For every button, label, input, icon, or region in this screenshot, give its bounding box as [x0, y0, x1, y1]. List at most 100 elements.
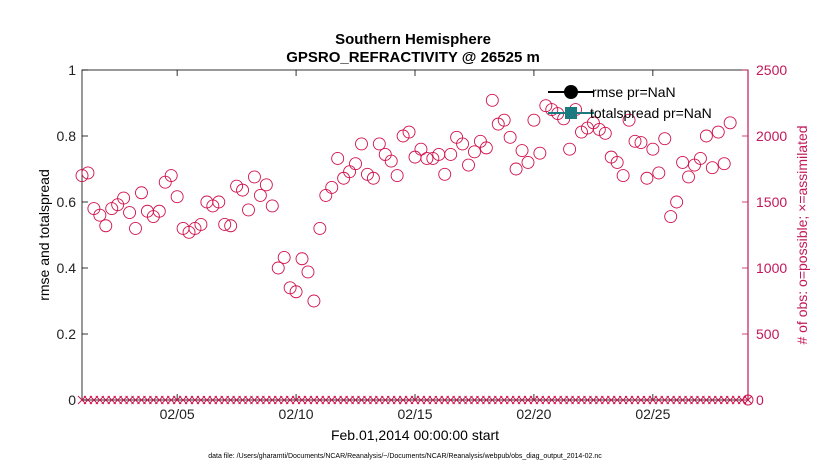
y-tick-label: 0.4: [57, 260, 77, 276]
obs-possible-point: [242, 203, 255, 217]
obs-possible-point: [693, 151, 707, 165]
obs-possible-point: [468, 145, 481, 159]
obs-possible-point: [717, 157, 731, 171]
obs-possible-point: [610, 155, 624, 169]
obs-possible-point: [277, 250, 291, 264]
obs-possible-point: [164, 169, 178, 183]
obs-possible-point: [99, 219, 113, 233]
obs-possible-point: [509, 162, 523, 176]
obs-possible-point: [527, 113, 541, 127]
obs-possible-point: [212, 195, 226, 209]
obs-possible-point: [634, 136, 648, 150]
obs-possible-point: [652, 166, 666, 180]
obs-possible-point: [152, 204, 166, 218]
y-tick-label: 0.8: [57, 128, 77, 144]
obs-possible-point: [372, 137, 386, 151]
obs-possible-point: [414, 142, 428, 156]
obs-possible-point: [307, 294, 321, 308]
y-right-tick-label: 0: [756, 392, 764, 408]
obs-possible-point: [563, 142, 577, 156]
obs-assimilated-point: [743, 395, 753, 405]
obs-possible-point: [236, 183, 250, 197]
obs-possible-point: [271, 261, 285, 275]
obs-possible-point: [723, 116, 737, 130]
y-tick-label: 0.6: [57, 194, 77, 210]
obs-possible-point: [265, 199, 279, 213]
obs-possible-point: [616, 169, 630, 183]
obs-possible-point: [259, 178, 273, 192]
obs-possible-point: [503, 130, 517, 144]
data-points: [75, 93, 737, 308]
x-tick-label: 02/15: [397, 406, 432, 422]
obs-possible-point: [218, 217, 232, 231]
legend-spread-marker: [565, 107, 577, 119]
x-tick-label: 02/05: [160, 406, 195, 422]
obs-possible-point: [123, 206, 137, 220]
y-tick-label: 0.2: [57, 326, 77, 342]
chart-subtitle: GPSRO_REFRACTIVITY @ 26525 m: [286, 49, 540, 66]
obs-possible-point: [75, 169, 89, 183]
obs-possible-point: [658, 132, 672, 146]
obs-possible-point: [366, 171, 380, 185]
obs-possible-point: [711, 125, 725, 139]
obs-possible-point: [497, 113, 511, 127]
y-tick-label: 1: [68, 62, 76, 78]
obs-possible-point: [676, 155, 690, 169]
legend: rmse pr=NaN totalspread pr=NaN: [548, 84, 712, 121]
y-right-tick-label: 2000: [756, 128, 787, 144]
y-right-tick-label: 1500: [756, 194, 787, 210]
obs-possible-point: [515, 144, 529, 157]
plot-area: [81, 69, 749, 401]
obs-possible-point: [628, 134, 642, 148]
obs-possible-point: [444, 148, 458, 161]
obs-possible-point: [224, 219, 238, 233]
obs-possible-point: [646, 142, 660, 156]
assimilated-markers: [77, 394, 754, 406]
chart-title: Southern Hemisphere: [335, 31, 491, 48]
obs-possible-point: [194, 217, 208, 231]
y-axis-label-right: # of obs: o=possible; ×=assimilated: [794, 125, 810, 344]
obs-possible-point: [479, 141, 493, 155]
obs-possible-point: [349, 157, 362, 171]
obs-possible-point: [247, 170, 261, 184]
x-tick-label: 02/10: [279, 406, 314, 422]
obs-possible-point: [129, 221, 142, 235]
obs-possible-point: [289, 285, 303, 299]
data-file-footer: data file: /Users/gharamti/Documents/NCA…: [208, 453, 602, 460]
obs-possible-point: [295, 252, 309, 266]
x-tick-label: 02/25: [635, 406, 670, 422]
left-axis: 0 0.2 0.4 0.6 0.8 1: [57, 62, 88, 408]
obs-possible-point: [81, 166, 95, 180]
obs-possible-point: [253, 188, 267, 202]
obs-possible-point: [331, 151, 345, 165]
obs-possible-point: [420, 151, 434, 165]
obs-possible-point: [640, 171, 654, 185]
x-axis-label: Feb.01,2014 00:00:00 start: [331, 427, 499, 443]
right-axis: 0 500 1000 1500 2000 2500: [742, 62, 787, 408]
y-tick-label: 0: [68, 392, 76, 408]
obs-possible-point: [135, 186, 148, 200]
obs-possible-point: [117, 191, 131, 205]
obs-possible-point: [325, 181, 339, 194]
obs-possible-point: [682, 170, 695, 184]
legend-spread-label: totalspread pr=NaN: [590, 105, 712, 121]
obs-possible-point: [705, 161, 719, 175]
x-axis: 02/05 02/10 02/15 02/20 02/25: [160, 70, 671, 422]
obs-possible-point: [699, 129, 713, 143]
obs-possible-point: [355, 137, 368, 151]
obs-possible-point: [598, 126, 612, 140]
x-tick-label: 02/20: [516, 406, 551, 422]
obs-possible-point: [533, 146, 547, 160]
obs-possible-point: [485, 93, 499, 107]
obs-possible-point: [93, 208, 107, 222]
obs-possible-point: [170, 190, 184, 204]
obs-possible-point: [462, 158, 475, 172]
obs-possible-point: [313, 221, 327, 235]
obs-possible-point: [402, 125, 416, 139]
obs-possible-point: [622, 113, 636, 127]
y-right-tick-label: 1000: [756, 260, 787, 276]
y-right-tick-label: 2500: [756, 62, 787, 78]
legend-rmse-marker: [564, 85, 578, 99]
obs-possible-point: [438, 167, 452, 181]
